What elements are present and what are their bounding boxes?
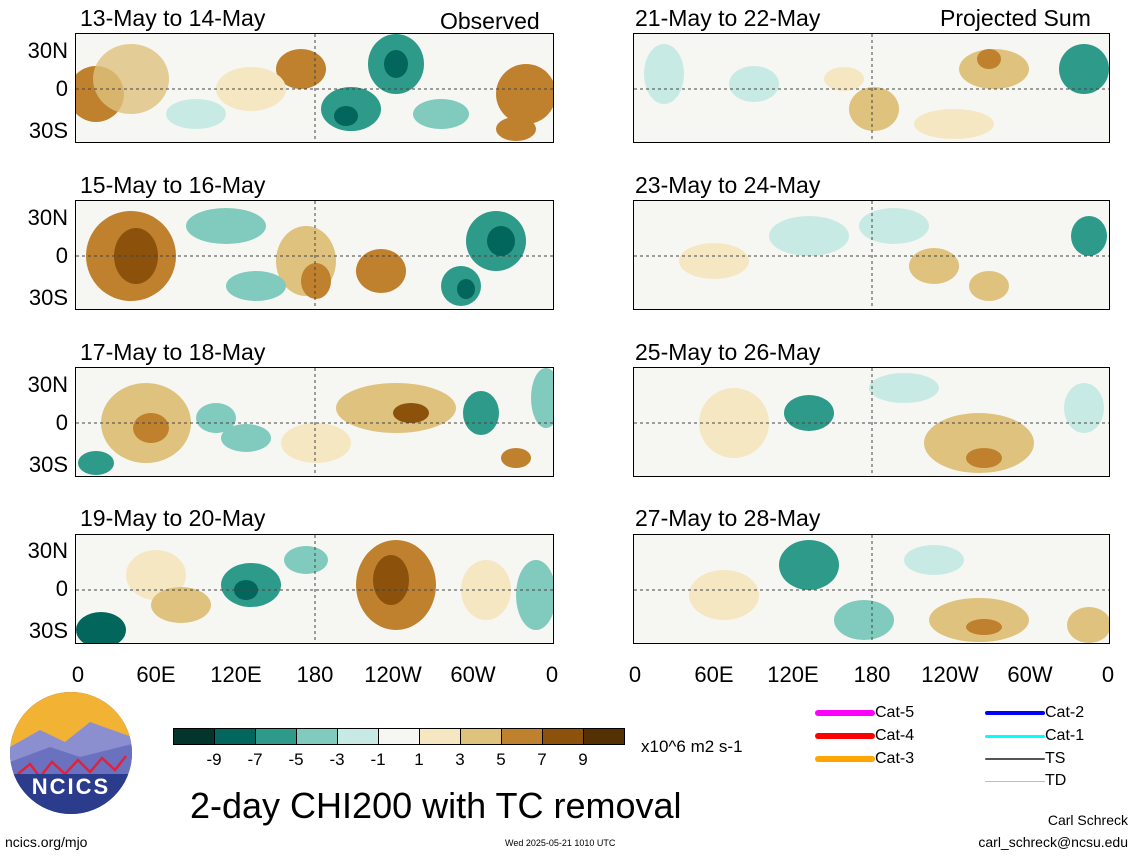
- legend-label: Cat-5: [875, 704, 915, 721]
- colorbar-label: 5: [496, 750, 506, 769]
- legend-swatch: [815, 733, 875, 739]
- lat-label: 30S: [28, 118, 68, 143]
- legend-swatch: [985, 734, 1045, 738]
- colorbar-label: 9: [578, 750, 588, 769]
- footer-email[interactable]: carl_schreck@ncsu.edu: [978, 834, 1128, 850]
- colorbar-cell: [173, 728, 215, 745]
- legend-label: TD: [1045, 772, 1067, 789]
- legend-item: TD: [985, 770, 1066, 792]
- colorbar-cell: [542, 728, 584, 745]
- colorbar-cell: [460, 728, 502, 745]
- legend-swatch: [815, 756, 875, 762]
- footer-link[interactable]: ncics.org/mjo: [5, 834, 88, 850]
- panel-title: 23-May to 24-May: [635, 172, 821, 198]
- lat-label: 30N: [27, 38, 68, 63]
- main-title: 2-day CHI200 with TC removal: [190, 785, 682, 826]
- lat-label: 0: [55, 410, 68, 435]
- footer-author: Carl Schreck: [1047, 812, 1128, 828]
- legend-swatch: [815, 710, 875, 716]
- legend-label: Cat-1: [1045, 727, 1085, 744]
- lon-label: 0: [71, 662, 85, 687]
- panel-title: 13-May to 14-May: [80, 5, 266, 31]
- colorbar-units: x10^6 m2 s-1: [641, 737, 743, 756]
- colorbar-cell: [583, 728, 625, 745]
- colorbar-cell: [378, 728, 420, 745]
- lon-label: 180: [853, 662, 891, 687]
- colorbar-cell: [501, 728, 543, 745]
- panel-title: 17-May to 18-May: [80, 339, 266, 365]
- anomaly-map: [75, 33, 554, 143]
- panel-tag: Projected Sum: [940, 5, 1091, 31]
- anomaly-map: [633, 33, 1110, 143]
- colorbar-label: -9: [206, 750, 222, 769]
- colorbar-cell: [255, 728, 297, 745]
- panel-title: 19-May to 20-May: [80, 505, 266, 531]
- panel-title: 21-May to 22-May: [635, 5, 821, 31]
- lat-label: 30S: [28, 285, 68, 310]
- legend-item: Cat-1: [985, 725, 1084, 747]
- legend-swatch: [985, 780, 1045, 782]
- legend-item: Cat-2: [985, 702, 1084, 724]
- legend-label: TS: [1045, 750, 1066, 767]
- lon-label: 60E: [694, 662, 734, 687]
- panel-title: 27-May to 28-May: [635, 505, 821, 531]
- ncics-logo: NCICS: [10, 692, 132, 814]
- panel-title: 25-May to 26-May: [635, 339, 821, 365]
- anomaly-map: [75, 534, 554, 644]
- anomaly-map: [75, 200, 554, 310]
- lat-label: 0: [55, 243, 68, 268]
- anomaly-map: [75, 367, 554, 477]
- lat-label: 30N: [27, 372, 68, 397]
- lat-label: 30N: [27, 538, 68, 563]
- lon-label: 120W: [921, 662, 979, 687]
- legend-swatch: [985, 711, 1045, 715]
- colorbar-cell: [214, 728, 256, 745]
- anomaly-map: [633, 534, 1110, 644]
- legend-item: Cat-5: [815, 702, 914, 724]
- lon-label: 0: [545, 662, 559, 687]
- colorbar-cell: [337, 728, 379, 745]
- lon-label: 120W: [364, 662, 422, 687]
- lon-label: 60E: [136, 662, 176, 687]
- colorbar-label: -5: [288, 750, 304, 769]
- legend-swatch: [985, 758, 1045, 760]
- colorbar-label: 3: [455, 750, 465, 769]
- lon-label: 120E: [767, 662, 819, 687]
- colorbar-label: -3: [329, 750, 345, 769]
- colorbar-cell: [419, 728, 461, 745]
- anomaly-map: [633, 367, 1110, 477]
- legend-item: TS: [985, 748, 1065, 770]
- colorbar-label: 1: [414, 750, 424, 769]
- lon-label: 0: [628, 662, 642, 687]
- colorbar-cell: [296, 728, 338, 745]
- panel-title: 15-May to 16-May: [80, 172, 266, 198]
- colorbar-label: -1: [370, 750, 386, 769]
- lon-label: 120E: [210, 662, 262, 687]
- lat-label: 0: [55, 576, 68, 601]
- lat-label: 30N: [27, 205, 68, 230]
- lon-label: 60W: [450, 662, 496, 687]
- colorbar-label: -7: [247, 750, 263, 769]
- legend-item: Cat-4: [815, 725, 914, 747]
- panel-tag: Observed: [440, 8, 540, 34]
- lat-label: 30S: [28, 618, 68, 643]
- colorbar-label: 7: [537, 750, 547, 769]
- lon-label: 0: [1101, 662, 1115, 687]
- lat-label: 30S: [28, 452, 68, 477]
- lon-label: 180: [296, 662, 334, 687]
- anomaly-map: [633, 200, 1110, 310]
- lon-label: 60W: [1007, 662, 1053, 687]
- logo-text: NCICS: [31, 774, 111, 799]
- legend-label: Cat-3: [875, 750, 915, 767]
- lat-label: 0: [55, 76, 68, 101]
- legend-label: Cat-4: [875, 727, 915, 744]
- legend-item: Cat-3: [815, 748, 914, 770]
- footer-timestamp: Wed 2025-05-21 1010 UTC: [505, 838, 616, 848]
- legend-label: Cat-2: [1045, 704, 1085, 721]
